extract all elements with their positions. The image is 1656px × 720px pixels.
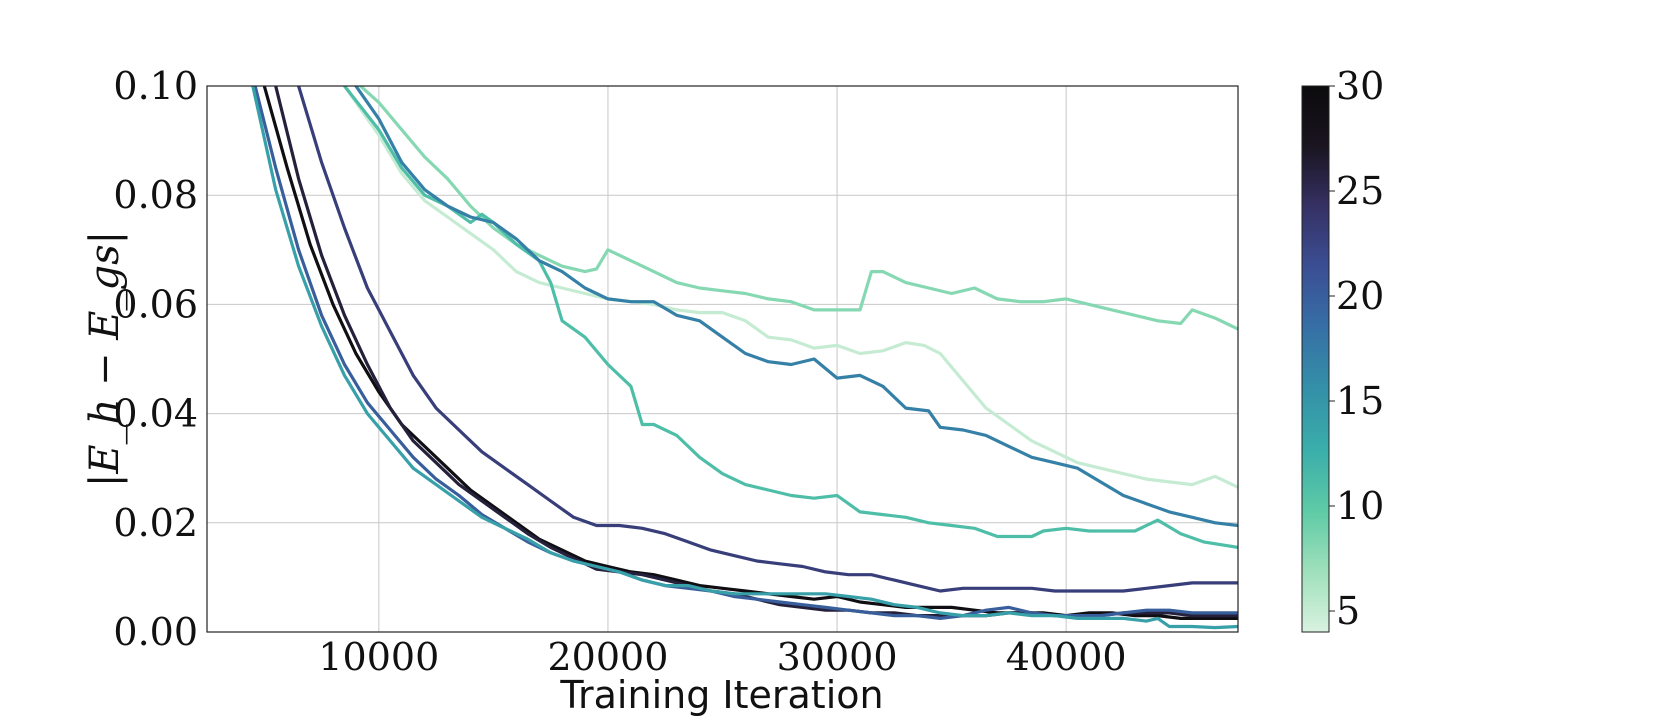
y-tick-label: 0.02: [113, 501, 198, 545]
y-axis-title: |E_h − E_gs|: [82, 231, 128, 487]
x-tick-label: 10000: [318, 635, 439, 679]
y-axis-ticks: 0.00 0.02 0.04 0.06 0.08 0.10: [113, 64, 198, 654]
y-tick-label: 0.06: [113, 282, 198, 326]
gridlines: [207, 85, 1238, 633]
x-axis-ticks: 10000 20000 30000 40000: [318, 635, 1126, 679]
y-tick-label: 0.08: [113, 173, 198, 217]
series-line-8: [251, 86, 1238, 630]
plot-frame: [206, 85, 1239, 633]
colorbar-tick-label: 30: [1336, 64, 1384, 108]
x-tick-label: 40000: [1006, 635, 1127, 679]
colorbar: [1301, 85, 1330, 633]
x-tick-label: 30000: [777, 635, 898, 679]
colorbar-tick-label: 15: [1336, 379, 1384, 423]
colorbar-tick-label: 20: [1336, 274, 1384, 318]
series-line-2: [342, 86, 1238, 549]
x-axis-title: Training Iteration: [559, 673, 883, 717]
series-line-3: [354, 86, 1238, 528]
colorbar-tick-label: 10: [1336, 484, 1384, 528]
colorbar-ticks: 5 10 15 20 25 30: [1329, 64, 1384, 633]
series-line-1: [358, 86, 1238, 331]
y-tick-label: 0.04: [113, 392, 198, 436]
series-line-4: [297, 86, 1238, 593]
y-tick-label: 0.10: [113, 64, 198, 108]
series-line-7: [253, 86, 1238, 620]
y-tick-label: 0.00: [113, 610, 198, 654]
series-line-6: [274, 86, 1238, 618]
series-lines: [251, 86, 1238, 630]
series-line-0: [342, 86, 1238, 489]
series-line-5: [262, 86, 1238, 620]
colorbar-tick-label: 25: [1336, 169, 1384, 213]
colorbar-tick-label: 5: [1336, 589, 1360, 633]
x-tick-label: 20000: [547, 635, 668, 679]
